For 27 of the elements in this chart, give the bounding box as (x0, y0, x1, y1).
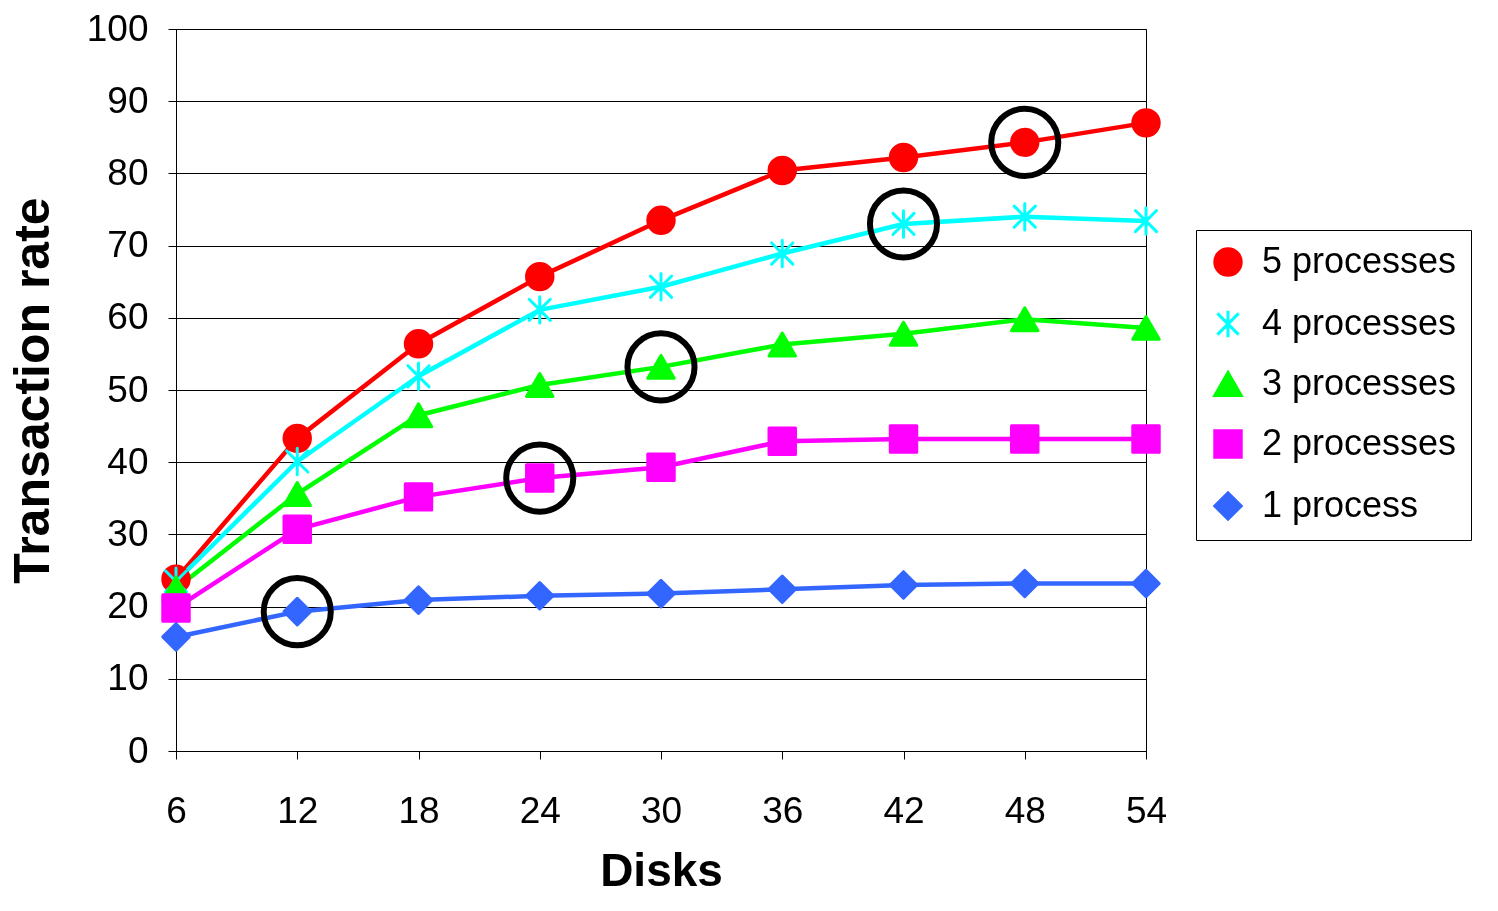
legend-label: 2 processes (1262, 422, 1457, 463)
x-tick-label: 18 (398, 789, 440, 831)
x-tick-label: 48 (1004, 789, 1046, 831)
legend-label: 3 processes (1262, 362, 1457, 403)
y-tick-label: 20 (107, 585, 149, 627)
y-tick-label: 60 (107, 296, 149, 338)
x-tick-label: 36 (762, 789, 804, 831)
y-tick-label: 10 (107, 657, 149, 699)
y-tick-label: 100 (86, 7, 149, 49)
y-tick-label: 30 (107, 512, 149, 554)
x-tick-label: 54 (1125, 789, 1168, 831)
x-axis-title: Disks (600, 843, 723, 896)
legend-label: 1 process (1262, 484, 1419, 525)
y-tick-label: 0 (127, 729, 149, 771)
legend-label: 4 processes (1262, 302, 1457, 343)
x-tick-label: 6 (166, 789, 187, 831)
y-tick-label: 50 (107, 368, 149, 410)
legend-label: 5 processes (1262, 240, 1457, 281)
x-tick-label: 24 (519, 789, 561, 831)
y-tick-label: 70 (107, 224, 149, 266)
y-tick-label: 80 (107, 151, 149, 193)
y-axis-title: Transaction rate (3, 197, 60, 584)
y-tick-label: 90 (107, 79, 149, 121)
x-tick-label: 30 (640, 789, 683, 831)
y-tick-label: 40 (107, 440, 149, 482)
x-tick-label: 42 (883, 789, 925, 831)
x-tick-label: 12 (277, 789, 319, 831)
